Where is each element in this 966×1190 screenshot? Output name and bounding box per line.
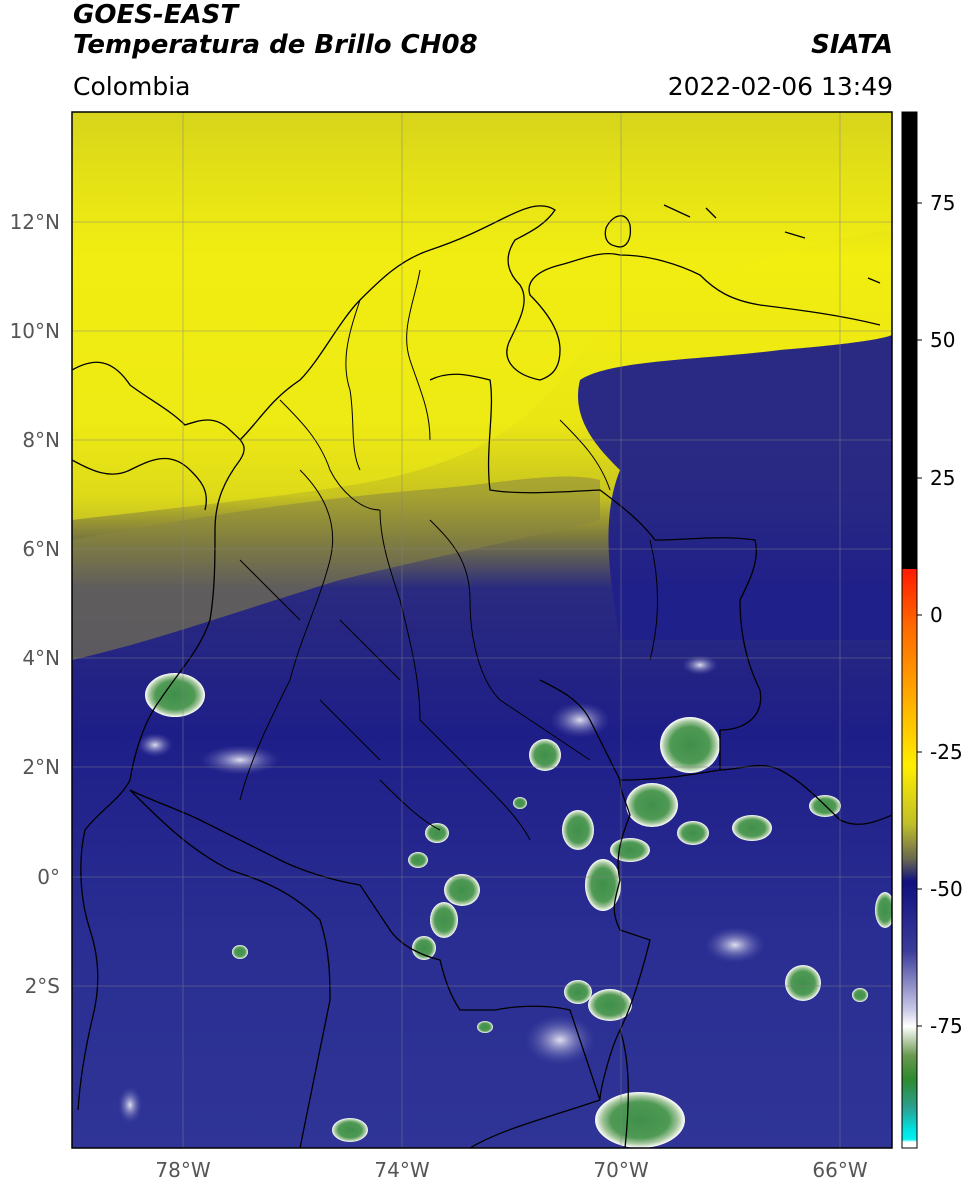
- convective-cell: [145, 673, 205, 717]
- lon-tick-label: 70°W: [593, 1158, 648, 1182]
- colorbar-tick-label: -50: [930, 877, 963, 901]
- convective-cell: [595, 1092, 685, 1148]
- convective-cell: [477, 1021, 493, 1033]
- lat-tick-label: 12°N: [10, 210, 60, 234]
- convective-cell: [232, 945, 248, 959]
- convective-cell: [785, 965, 821, 1001]
- ecuador-peru-border: [129, 789, 331, 1148]
- colorbar-tick-label: -25: [930, 740, 963, 764]
- convective-cell: [118, 1087, 142, 1123]
- convective-cell: [585, 859, 621, 911]
- convective-cell: [626, 783, 678, 827]
- cloud-wisp: [682, 655, 718, 675]
- region-label: Colombia: [73, 72, 191, 101]
- colorbar-warm-section: [902, 112, 917, 569]
- convective-cell: [732, 815, 772, 841]
- graticule: [72, 112, 892, 1148]
- convective-cell: [430, 902, 458, 938]
- convective-cell: [444, 874, 480, 906]
- lat-tick-label: 8°N: [22, 428, 60, 452]
- convective-cell: [550, 702, 610, 738]
- source-label: SIATA: [811, 30, 893, 60]
- lat-tick-label: 4°N: [22, 646, 60, 670]
- lon-tick-label: 74°W: [374, 1158, 429, 1182]
- convective-cell: [677, 821, 709, 845]
- venezuela-internal-borders: [559, 419, 658, 661]
- island-coast: [604, 215, 632, 248]
- convective-cell: [425, 823, 449, 843]
- brazil-venezuela-border: [539, 679, 892, 825]
- datetime-label: 2022-02-06 13:49: [667, 72, 893, 101]
- lat-tick-label: 2°N: [22, 755, 60, 779]
- lon-tick-label: 78°W: [155, 1158, 210, 1182]
- lat-tick-label: 0°: [37, 865, 60, 889]
- transition-band: [72, 476, 600, 660]
- convective-cell: [529, 739, 561, 771]
- lat-tick-label: 2°S: [25, 974, 60, 998]
- yellow-band-north: [72, 112, 892, 520]
- convective-cell: [408, 852, 428, 868]
- lon-tick-label: 66°W: [812, 1158, 867, 1182]
- map-area: [72, 112, 892, 1148]
- colorbar-tick-label: -75: [930, 1014, 963, 1038]
- dry-air-region: [578, 335, 892, 640]
- latitude-labels: 12°N 10°N 8°N 6°N 4°N 2°N 0° 2°S: [10, 210, 60, 998]
- convective-cell: [875, 892, 892, 928]
- convective-cell: [660, 717, 720, 773]
- convective-cell: [852, 988, 868, 1002]
- colorbar: 75 50 25 0 -25 -50 -75: [901, 111, 963, 1149]
- convective-cell: [412, 936, 436, 960]
- department-borders: [239, 269, 591, 841]
- cloud-wisp: [705, 927, 765, 963]
- colorbar-tick-label: 25: [930, 466, 955, 490]
- colorbar-tick-label: 75: [930, 191, 955, 215]
- longitude-labels: 78°W 74°W 70°W 66°W: [155, 1158, 867, 1182]
- convective-cell: [610, 838, 650, 862]
- colorbar-gradient: [902, 569, 917, 1148]
- peru-brazil-border: [469, 1029, 629, 1148]
- lat-tick-label: 10°N: [10, 319, 60, 343]
- pacific-coastline: [77, 459, 241, 1111]
- caribbean-coastline: [239, 205, 881, 441]
- colorbar-tick-label: 0: [930, 603, 943, 627]
- boundaries: [72, 204, 892, 1148]
- cloud-wisp: [525, 1015, 595, 1065]
- cloud-wisp: [200, 745, 280, 775]
- convective-cell: [562, 810, 594, 850]
- island-coast: [663, 204, 881, 284]
- convective-cell: [564, 980, 592, 1004]
- convective-cell: [332, 1118, 368, 1142]
- convective-cell: [513, 797, 527, 809]
- colorbar-frame: [901, 111, 918, 1149]
- satellite-title: GOES-EAST: [73, 0, 239, 30]
- panama-coastline: [72, 361, 245, 511]
- lat-tick-label: 6°N: [22, 537, 60, 561]
- product-title: Temperatura de Brillo CH08: [73, 30, 478, 60]
- convective-cell: [137, 733, 173, 757]
- colorbar-tick-label: 50: [930, 328, 955, 352]
- colombia-border: [129, 373, 762, 1101]
- convective-cell: [588, 989, 632, 1021]
- map-frame: [71, 111, 893, 1149]
